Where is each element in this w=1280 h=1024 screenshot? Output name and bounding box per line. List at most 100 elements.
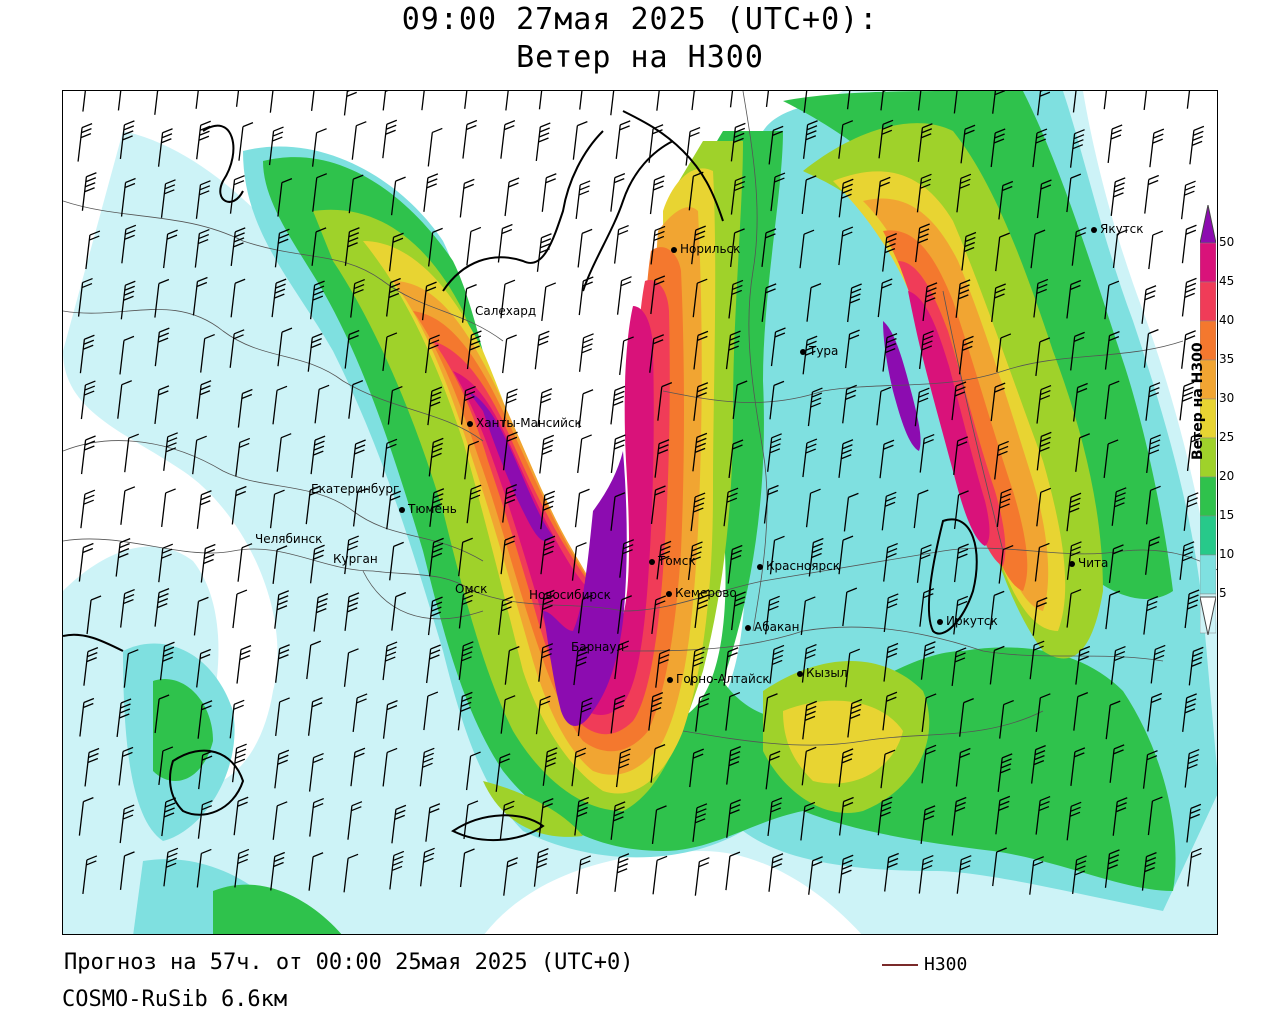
wind-barb <box>1145 485 1161 525</box>
wind-barb <box>1036 487 1052 527</box>
wind-barb <box>118 746 134 786</box>
wind-barb <box>464 440 480 480</box>
wind-barb <box>497 596 513 635</box>
wind-barb <box>913 489 929 529</box>
wind-barb <box>1103 91 1108 110</box>
wind-barb <box>424 334 440 374</box>
wind-barb <box>1184 748 1200 788</box>
wind-barb <box>955 279 971 318</box>
wind-barb <box>84 747 100 787</box>
wind-barb <box>651 805 667 844</box>
wind-barb <box>534 330 550 370</box>
wind-barb <box>1143 595 1159 635</box>
colorbar-top-arrow <box>1200 205 1216 244</box>
wind-barb <box>1036 384 1052 424</box>
wind-barb <box>502 388 518 428</box>
wind-barb <box>232 589 248 629</box>
wind-barb <box>310 435 326 475</box>
wind-barb <box>728 439 744 479</box>
wind-map: Норильск Якутск Салехард Тура Ханты-Манс… <box>62 90 1218 935</box>
wind-barb <box>1143 329 1159 368</box>
wind-barb <box>429 488 445 527</box>
city-kyzyl: Кызыл <box>797 667 848 679</box>
wind-barb <box>86 595 102 635</box>
wind-barb <box>382 641 398 681</box>
wind-barb <box>657 382 673 421</box>
wind-barb <box>427 386 443 426</box>
wind-barb <box>574 796 590 836</box>
wind-barb <box>427 227 443 267</box>
wind-barb <box>997 753 1013 792</box>
forecast-info: Прогноз на 57ч. от 00:00 25мая 2025 (UTC… <box>64 950 634 975</box>
wind-barb <box>571 747 587 787</box>
wind-barb <box>238 122 254 161</box>
city-krasnoyarsk: Красноярск <box>757 560 840 572</box>
wind-barb <box>499 800 515 840</box>
wind-barb <box>577 434 592 473</box>
wind-barb <box>648 124 664 163</box>
wind-barb <box>578 276 594 316</box>
wind-barb <box>80 435 96 475</box>
wind-barb <box>883 593 899 633</box>
wind-barb <box>229 329 245 368</box>
wind-barb <box>1147 692 1163 732</box>
wind-barb <box>767 433 782 472</box>
wind-barb <box>882 233 897 272</box>
wind-barb <box>1186 91 1191 109</box>
wind-barb <box>230 227 246 266</box>
wind-barb <box>1109 744 1125 783</box>
wind-barb <box>573 646 589 686</box>
wind-barb <box>616 276 632 315</box>
wind-barb <box>236 644 252 684</box>
wind-barb <box>1144 174 1160 214</box>
wind-barb <box>459 178 475 218</box>
wind-barb <box>120 588 135 628</box>
wind-barb <box>768 853 784 892</box>
wind-barb <box>193 596 209 636</box>
wind-barb <box>196 490 212 529</box>
wind-barb <box>999 699 1014 739</box>
wind-barb <box>917 91 922 111</box>
wind-barb <box>838 854 854 894</box>
wind-barb <box>953 595 969 635</box>
city-tomsk: Томск <box>649 555 696 567</box>
wind-barb <box>231 743 247 783</box>
wind-barb <box>1032 597 1048 636</box>
wind-barb <box>348 174 364 214</box>
wind-barb <box>504 177 520 217</box>
wind-barb <box>200 543 216 583</box>
wind-barb <box>120 280 136 320</box>
wind-barb <box>163 432 178 471</box>
wind-barb <box>726 799 741 838</box>
colorbar-tick-label: 20 <box>1219 469 1235 483</box>
wind-barb <box>579 91 583 110</box>
wind-barb <box>390 176 406 216</box>
wind-barb <box>953 490 969 529</box>
wind-barb <box>650 744 666 783</box>
wind-barb <box>808 856 823 895</box>
wind-barb <box>503 857 519 896</box>
wind-barb <box>312 173 328 212</box>
wind-barb <box>533 848 549 887</box>
wind-barb <box>1145 382 1161 421</box>
wind-barb <box>953 436 968 475</box>
wind-barb <box>277 327 293 367</box>
wind-barb <box>382 91 389 111</box>
wind-barb <box>692 432 708 472</box>
city-salekhard: Салехард <box>475 304 537 318</box>
wind-barb <box>460 385 476 425</box>
wind-barb <box>196 380 212 419</box>
wind-barb <box>272 385 288 425</box>
wind-barb <box>458 641 474 680</box>
wind-barb <box>996 333 1012 373</box>
wind-barb <box>461 284 477 323</box>
wind-barb <box>1179 541 1195 580</box>
wind-barb <box>649 175 665 215</box>
city-novosibirsk: Новосибирск <box>529 588 611 602</box>
wind-barb <box>1035 693 1051 732</box>
wind-barb <box>343 853 359 893</box>
wind-barb <box>1111 487 1127 526</box>
wind-barb <box>730 175 746 215</box>
wind-barb <box>307 697 323 736</box>
wind-barb <box>466 484 482 524</box>
